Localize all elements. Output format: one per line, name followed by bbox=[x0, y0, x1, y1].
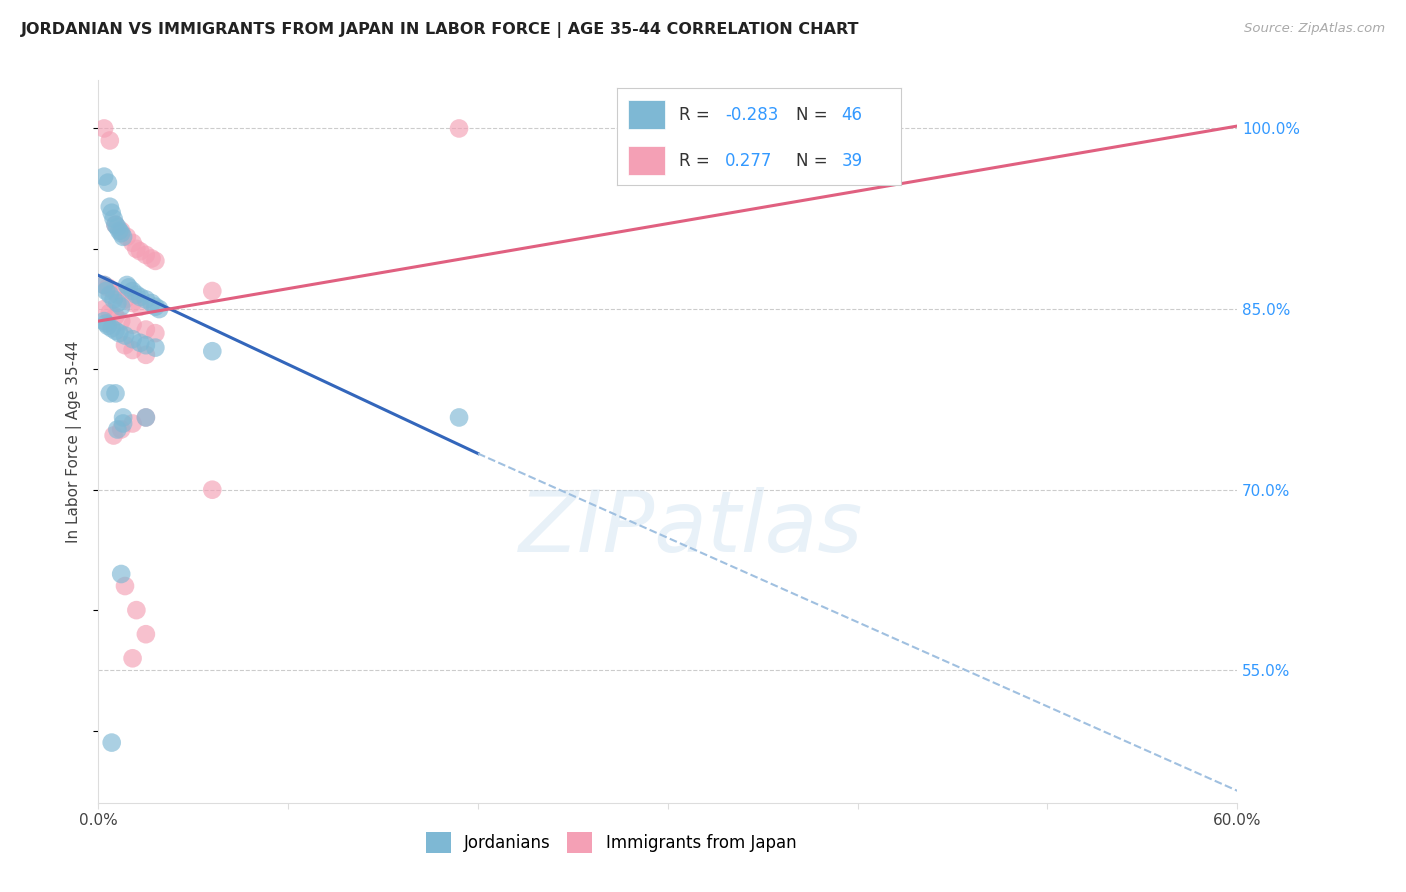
Y-axis label: In Labor Force | Age 35-44: In Labor Force | Age 35-44 bbox=[66, 341, 83, 542]
Point bbox=[129, 335, 152, 350]
Point bbox=[97, 318, 120, 333]
Point bbox=[141, 252, 163, 266]
Point bbox=[103, 293, 125, 307]
Point bbox=[98, 287, 121, 301]
Point bbox=[100, 205, 122, 219]
Point bbox=[98, 386, 121, 401]
Point bbox=[135, 322, 157, 336]
Point bbox=[449, 410, 471, 425]
Point bbox=[104, 310, 127, 324]
Point bbox=[110, 314, 132, 328]
Point bbox=[98, 133, 121, 147]
Point bbox=[114, 293, 136, 307]
Point bbox=[97, 176, 120, 190]
Point bbox=[107, 296, 129, 310]
Point bbox=[107, 423, 129, 437]
Point bbox=[98, 306, 121, 320]
Point bbox=[135, 348, 157, 362]
Point bbox=[135, 410, 157, 425]
Point bbox=[103, 284, 125, 298]
Point bbox=[110, 226, 132, 240]
Point bbox=[103, 211, 125, 226]
Point bbox=[115, 230, 138, 244]
Point bbox=[103, 428, 125, 442]
Point bbox=[107, 220, 129, 235]
Point bbox=[97, 280, 120, 294]
Point bbox=[110, 423, 132, 437]
Point bbox=[110, 567, 132, 582]
Point bbox=[125, 242, 148, 256]
Point bbox=[125, 287, 148, 301]
Point bbox=[115, 278, 138, 293]
Point bbox=[129, 244, 152, 259]
Point bbox=[98, 200, 121, 214]
Point bbox=[93, 314, 115, 328]
Point bbox=[100, 321, 122, 335]
Point bbox=[93, 169, 115, 184]
Point bbox=[107, 287, 129, 301]
Point bbox=[110, 224, 132, 238]
Point bbox=[148, 301, 170, 317]
Point bbox=[145, 300, 167, 314]
Point bbox=[121, 651, 143, 665]
Point bbox=[114, 579, 136, 593]
Point bbox=[121, 318, 143, 332]
Point bbox=[135, 410, 157, 425]
Point bbox=[135, 338, 157, 352]
Point bbox=[93, 121, 115, 136]
Legend: Jordanians, Immigrants from Japan: Jordanians, Immigrants from Japan bbox=[419, 826, 803, 860]
Point bbox=[135, 248, 157, 262]
Point bbox=[201, 284, 224, 298]
Point bbox=[104, 324, 127, 338]
Point bbox=[129, 300, 152, 314]
Point bbox=[145, 254, 167, 268]
Point bbox=[108, 326, 131, 341]
Point bbox=[112, 417, 135, 431]
Point bbox=[135, 293, 157, 307]
Point bbox=[114, 328, 136, 343]
Point bbox=[118, 280, 141, 294]
Point bbox=[121, 417, 143, 431]
Point bbox=[94, 317, 117, 331]
Point bbox=[201, 344, 224, 359]
Point bbox=[121, 235, 143, 250]
Point bbox=[201, 483, 224, 497]
Point bbox=[121, 296, 143, 310]
Point bbox=[121, 343, 143, 357]
Point bbox=[141, 296, 163, 310]
Point bbox=[110, 300, 132, 314]
Point bbox=[112, 410, 135, 425]
Point bbox=[104, 386, 127, 401]
Point bbox=[104, 218, 127, 232]
Text: Source: ZipAtlas.com: Source: ZipAtlas.com bbox=[1244, 22, 1385, 36]
Point bbox=[145, 326, 167, 341]
Point bbox=[121, 284, 143, 298]
Point bbox=[93, 301, 115, 317]
Point bbox=[145, 341, 167, 355]
Point bbox=[449, 121, 471, 136]
Point bbox=[108, 224, 131, 238]
Point bbox=[129, 290, 152, 304]
Text: ZIPatlas: ZIPatlas bbox=[519, 487, 863, 570]
Point bbox=[135, 627, 157, 641]
Point bbox=[121, 332, 143, 346]
Point bbox=[94, 284, 117, 298]
Point bbox=[114, 338, 136, 352]
Point bbox=[100, 736, 122, 750]
Text: JORDANIAN VS IMMIGRANTS FROM JAPAN IN LABOR FORCE | AGE 35-44 CORRELATION CHART: JORDANIAN VS IMMIGRANTS FROM JAPAN IN LA… bbox=[21, 22, 859, 38]
Point bbox=[112, 230, 135, 244]
Point bbox=[104, 218, 127, 232]
Point bbox=[93, 278, 115, 293]
Point bbox=[93, 278, 115, 293]
Point bbox=[125, 603, 148, 617]
